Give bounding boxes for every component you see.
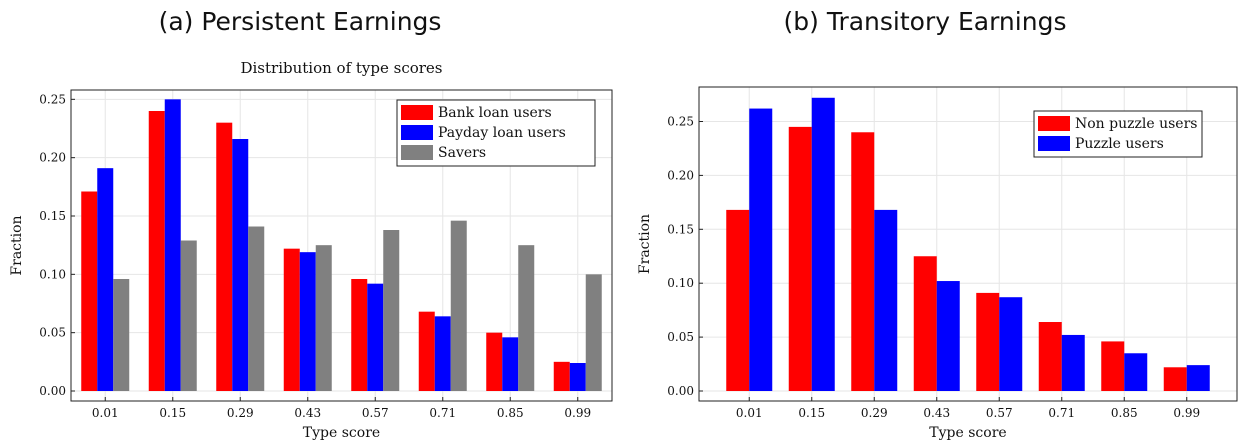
bar bbox=[486, 332, 503, 391]
x-tick-label: 0.57 bbox=[986, 406, 1013, 420]
bar bbox=[518, 245, 535, 391]
legend-label: Bank loan users bbox=[438, 105, 552, 121]
bar bbox=[248, 226, 265, 391]
bar bbox=[351, 279, 368, 391]
legend-swatch bbox=[1038, 116, 1070, 131]
x-tick-label: 0.29 bbox=[227, 406, 254, 420]
x-tick-label: 0.85 bbox=[1111, 406, 1138, 420]
legend-label: Puzzle users bbox=[1075, 136, 1164, 152]
bar bbox=[113, 279, 130, 391]
bar bbox=[283, 248, 300, 391]
panel-a-title: (a) Persistent Earnings bbox=[159, 7, 442, 36]
plot-title: Distribution of type scores bbox=[240, 59, 442, 77]
bar bbox=[749, 108, 773, 392]
x-tick-label: 0.29 bbox=[861, 406, 888, 420]
x-axis-label: Type score bbox=[303, 425, 380, 441]
panel-b-title: (b) Transitory Earnings bbox=[784, 7, 1067, 36]
legend: Non puzzle users Puzzle users bbox=[1033, 110, 1203, 158]
bar bbox=[726, 209, 750, 391]
bar bbox=[811, 97, 835, 391]
bar bbox=[569, 363, 586, 391]
legend: Bank loan users Payday loan users Savers bbox=[396, 99, 596, 167]
y-axis-label: Fraction bbox=[9, 215, 25, 275]
bar bbox=[1101, 341, 1125, 391]
bar bbox=[383, 230, 400, 391]
bar bbox=[1124, 353, 1148, 391]
x-tick-label: 0.99 bbox=[564, 406, 591, 420]
x-tick-label: 0.43 bbox=[294, 406, 321, 420]
bar bbox=[502, 337, 519, 391]
y-tick-label: 0.00 bbox=[667, 384, 694, 398]
bar bbox=[315, 245, 332, 391]
y-tick-label: 0.15 bbox=[667, 222, 694, 236]
chart-transitory-earnings: 0.01 0.15 0.29 0.43 0.57 0.71 0.85 0.99 0.00 0.05… bbox=[637, 86, 1238, 441]
x-tick-label: 0.01 bbox=[92, 406, 119, 420]
bar bbox=[434, 316, 451, 391]
x-tick-label: 0.71 bbox=[1048, 406, 1075, 420]
legend-label: Non puzzle users bbox=[1075, 116, 1197, 132]
legend-swatch bbox=[401, 105, 433, 120]
bar bbox=[874, 209, 898, 391]
bar bbox=[180, 240, 197, 391]
x-tick-label: 0.15 bbox=[159, 406, 186, 420]
bar bbox=[1163, 367, 1187, 391]
bar bbox=[999, 297, 1023, 391]
y-tick-label: 0.15 bbox=[39, 209, 66, 223]
bar bbox=[913, 256, 937, 391]
x-tick-label: 0.01 bbox=[736, 406, 763, 420]
x-axis-label: Type score bbox=[929, 425, 1006, 441]
legend-label: Payday loan users bbox=[438, 125, 566, 141]
legend-swatch bbox=[401, 125, 433, 140]
x-tick-label: 0.99 bbox=[1173, 406, 1200, 420]
y-tick-label: 0.10 bbox=[667, 276, 694, 290]
bar bbox=[788, 126, 812, 391]
plot-frame bbox=[698, 86, 1238, 402]
bar bbox=[148, 111, 165, 391]
legend-label: Savers bbox=[438, 145, 486, 161]
bar bbox=[976, 292, 1000, 391]
x-tick-label: 0.43 bbox=[923, 406, 950, 420]
bar bbox=[418, 311, 435, 391]
y-tick-label: 0.05 bbox=[39, 326, 66, 340]
bar bbox=[216, 122, 233, 392]
y-tick-label: 0.20 bbox=[39, 151, 66, 165]
bar bbox=[1061, 334, 1085, 391]
y-tick-label: 0.20 bbox=[667, 168, 694, 182]
y-tick-label: 0.10 bbox=[39, 267, 66, 281]
legend-swatch bbox=[1038, 136, 1070, 151]
bar bbox=[164, 99, 181, 391]
bar bbox=[450, 220, 467, 391]
x-tick-label: 0.57 bbox=[362, 406, 389, 420]
y-tick-label: 0.00 bbox=[39, 384, 66, 398]
bar bbox=[1038, 322, 1062, 391]
bar bbox=[553, 361, 570, 391]
y-tick-label: 0.25 bbox=[39, 92, 66, 106]
bar bbox=[81, 191, 98, 391]
y-axis-label: Fraction bbox=[637, 214, 653, 274]
bar bbox=[97, 168, 114, 391]
y-tick-label: 0.05 bbox=[667, 330, 694, 344]
y-tick-label: 0.25 bbox=[667, 114, 694, 128]
legend-swatch bbox=[401, 145, 433, 160]
chart-persistent-earnings: Distribution of type scores 0.01 0.15 0.29 0… bbox=[9, 59, 613, 441]
bar bbox=[299, 252, 316, 391]
x-tick-label: 0.85 bbox=[497, 406, 524, 420]
x-tick-label: 0.15 bbox=[798, 406, 825, 420]
bar bbox=[367, 283, 384, 391]
bar bbox=[1186, 365, 1210, 391]
plot-frame bbox=[70, 89, 613, 402]
x-tick-label: 0.71 bbox=[429, 406, 456, 420]
bar bbox=[851, 132, 875, 391]
bar bbox=[232, 139, 249, 391]
bar bbox=[936, 281, 960, 391]
bar bbox=[585, 274, 602, 391]
